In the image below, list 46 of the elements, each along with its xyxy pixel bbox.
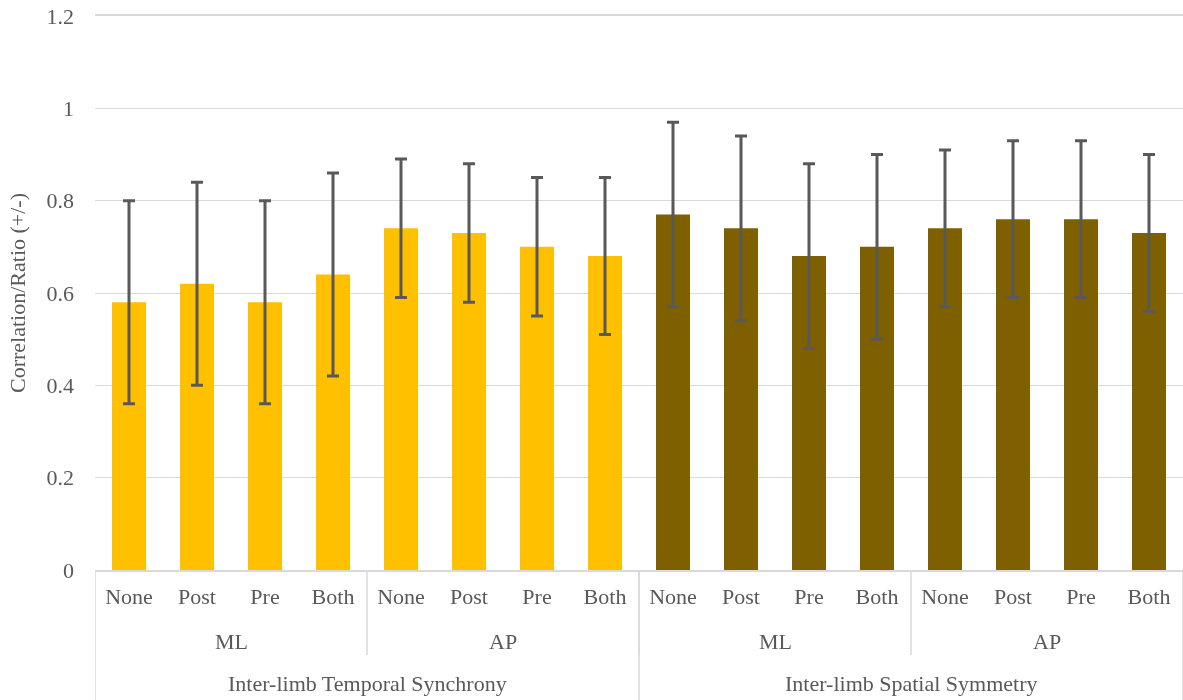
x-tick-label: Both xyxy=(855,584,899,610)
text: AP xyxy=(489,629,518,654)
bar xyxy=(384,228,418,570)
bar xyxy=(928,228,962,570)
y-tick-label: 0 xyxy=(63,557,74,583)
text: AP xyxy=(1033,629,1062,654)
bar xyxy=(452,232,486,570)
bar xyxy=(316,274,350,570)
y-tick-label: 1.2 xyxy=(46,3,74,29)
y-tick-label: 0.4 xyxy=(46,373,74,399)
x-tick-label: Pre xyxy=(1066,584,1096,610)
x-tick-label: None xyxy=(649,584,697,610)
x-tick-label: Both xyxy=(583,584,627,610)
x-tick-label: Both xyxy=(1127,584,1171,610)
bar xyxy=(996,219,1030,570)
y-tick-label: 0.2 xyxy=(46,465,74,491)
y-tick-label: 1 xyxy=(63,96,74,122)
bar xyxy=(1064,219,1098,570)
x-tick-label: None xyxy=(105,584,153,610)
x-tick-label: Post xyxy=(722,584,760,610)
bar xyxy=(520,246,554,570)
x-tick-label: Post xyxy=(994,584,1032,610)
text: ML xyxy=(759,629,792,654)
bar xyxy=(248,302,282,570)
x-tick-label: Pre xyxy=(522,584,552,610)
bar xyxy=(180,283,214,570)
x-tick-label: Both xyxy=(311,584,355,610)
y-axis-title: Correlation/Ratio (+/-) xyxy=(5,193,31,393)
x-tick-label: Pre xyxy=(250,584,280,610)
bar xyxy=(112,302,146,570)
text: ML xyxy=(215,629,248,654)
bar xyxy=(656,214,690,570)
bar xyxy=(724,228,758,570)
text: Inter-limb Spatial Symmetry xyxy=(785,671,1038,696)
y-tick-label: 0.6 xyxy=(46,280,74,306)
x-tick-label: Post xyxy=(450,584,488,610)
x-tick-label: None xyxy=(921,584,969,610)
x-tick-label: Pre xyxy=(794,584,824,610)
bar xyxy=(860,246,894,570)
x-tick-label: Post xyxy=(178,584,216,610)
bar xyxy=(1132,232,1166,570)
bar xyxy=(588,256,622,570)
text: Inter-limb Temporal Synchrony xyxy=(228,671,507,696)
x-tick-label: None xyxy=(377,584,425,610)
bar xyxy=(792,256,826,570)
y-tick-label: 0.8 xyxy=(46,188,74,214)
